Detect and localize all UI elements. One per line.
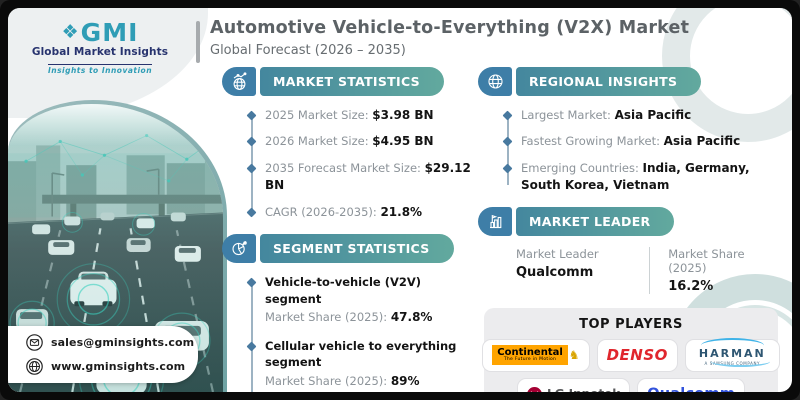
segment-statistics-heading: SEGMENT STATISTICS bbox=[260, 233, 454, 263]
market-leader-content: Market Leader Qualcomm Market Share (202… bbox=[516, 246, 780, 294]
market-statistics-list: 2025 Market Size: $3.98 BN 2026 Market S… bbox=[248, 107, 474, 221]
stat-item: 2025 Market Size: $3.98 BN bbox=[248, 107, 474, 124]
globe-icon bbox=[478, 67, 512, 96]
continental-tagline: The Future in Motion bbox=[503, 357, 557, 363]
player-logo-continental: Continental The Future in Motion ♞ bbox=[483, 339, 589, 371]
stat-item: 2035 Forecast Market Size: $29.12 BN bbox=[248, 160, 474, 195]
regional-item: Fastest Growing Market: Asia Pacific bbox=[504, 133, 784, 150]
brand-full-name: Global Market Insights bbox=[31, 46, 169, 58]
leader-share-cell: Market Share (2025) 16.2% bbox=[649, 246, 780, 294]
regional-insights-heading: REGIONAL INSIGHTS bbox=[516, 67, 702, 96]
content-frame: ❖ GMI Global Market Insights Insights to… bbox=[8, 8, 792, 392]
lg-innotek-wordmark: LG Innotek bbox=[547, 387, 620, 392]
segment-item: Cellular vehicle to everything segment M… bbox=[248, 338, 474, 391]
contact-email[interactable]: sales@gminsights.com bbox=[26, 334, 194, 351]
globe-trend-icon bbox=[222, 67, 256, 96]
page-subtitle: Global Forecast (2026 – 2035) bbox=[210, 42, 406, 58]
leader-name-cell: Market Leader Qualcomm bbox=[516, 247, 649, 294]
lg-circle-icon bbox=[526, 386, 542, 392]
harman-wordmark: HARMAN bbox=[698, 346, 766, 360]
denso-wordmark: DENSO bbox=[606, 346, 668, 365]
pie-magnifier-icon bbox=[222, 233, 256, 263]
player-logo-denso: DENSO bbox=[597, 339, 677, 371]
leader-chart-icon bbox=[478, 206, 512, 236]
top-players-heading: TOP PLAYERS bbox=[579, 316, 683, 332]
website-text: www.gminsights.com bbox=[51, 360, 186, 373]
harman-subtext: A SAMSUNG COMPANY bbox=[704, 360, 761, 366]
continental-wordmark: Continental bbox=[497, 346, 563, 358]
market-statistics-heading: MARKET STATISTICS bbox=[260, 67, 444, 96]
header-title-block: Automotive Vehicle-to-Everything (V2X) M… bbox=[196, 18, 689, 63]
gmi-diamond-icon: ❖ bbox=[61, 21, 79, 43]
leader-label: Market Leader bbox=[516, 246, 599, 261]
regional-item: Emerging Countries: India, Germany, Sout… bbox=[504, 160, 784, 195]
left-stats-column: MARKET STATISTICS 2025 Market Size: $3.9… bbox=[222, 67, 474, 392]
segment-statistics-list: Vehicle-to-vehicle (V2V) segment Market … bbox=[248, 274, 474, 392]
market-leader-heading: MARKET LEADER bbox=[516, 206, 675, 236]
continental-horse-icon: ♞ bbox=[568, 348, 580, 363]
right-stats-column: REGIONAL INSIGHTS Largest Market: Asia P… bbox=[478, 67, 780, 392]
brand-tagline: Insights to Innovation bbox=[47, 64, 153, 75]
share-label: Market Share (2025) bbox=[668, 246, 745, 275]
globe-icon bbox=[26, 358, 43, 375]
email-text: sales@gminsights.com bbox=[51, 336, 195, 349]
stat-item: 2026 Market Size: $4.95 BN bbox=[248, 133, 474, 150]
regional-insights-header: REGIONAL INSIGHTS bbox=[478, 67, 780, 96]
contact-card: sales@gminsights.com www.gminsights.com bbox=[8, 326, 198, 383]
market-leader-header: MARKET LEADER bbox=[478, 206, 780, 236]
player-logo-harman: HARMAN A SAMSUNG COMPANY bbox=[685, 337, 779, 371]
envelope-icon bbox=[26, 334, 43, 351]
segment-item: Vehicle-to-vehicle (V2V) segment Market … bbox=[248, 274, 474, 327]
page-title: Automotive Vehicle-to-Everything (V2X) M… bbox=[210, 18, 690, 38]
qualcomm-wordmark: Qualcomm bbox=[647, 386, 735, 392]
regional-item: Largest Market: Asia Pacific bbox=[504, 107, 784, 124]
contact-website[interactable]: www.gminsights.com bbox=[26, 358, 188, 375]
top-players-row-1: Continental The Future in Motion ♞ DENSO… bbox=[483, 337, 779, 371]
share-value: 16.2% bbox=[668, 278, 714, 294]
title-accent-bar bbox=[196, 21, 200, 63]
regional-insights-list: Largest Market: Asia Pacific Fastest Gro… bbox=[504, 107, 784, 195]
stat-item: CAGR (2026-2035): 21.8% bbox=[248, 204, 474, 221]
top-players-row-2: LG Innotek Qualcomm bbox=[494, 378, 768, 392]
market-statistics-header: MARKET STATISTICS bbox=[222, 67, 474, 96]
top-players-panel: TOP PLAYERS Continental The Future in Mo… bbox=[483, 307, 779, 392]
player-logo-qualcomm: Qualcomm bbox=[638, 378, 745, 392]
segment-statistics-header: SEGMENT STATISTICS bbox=[222, 233, 474, 263]
player-logo-lg-innotek: LG Innotek bbox=[517, 378, 630, 392]
brand-logo: ❖ GMI Global Market Insights Insights to… bbox=[24, 20, 176, 77]
brand-initials: GMI bbox=[80, 18, 139, 47]
leader-value: Qualcomm bbox=[516, 264, 594, 280]
